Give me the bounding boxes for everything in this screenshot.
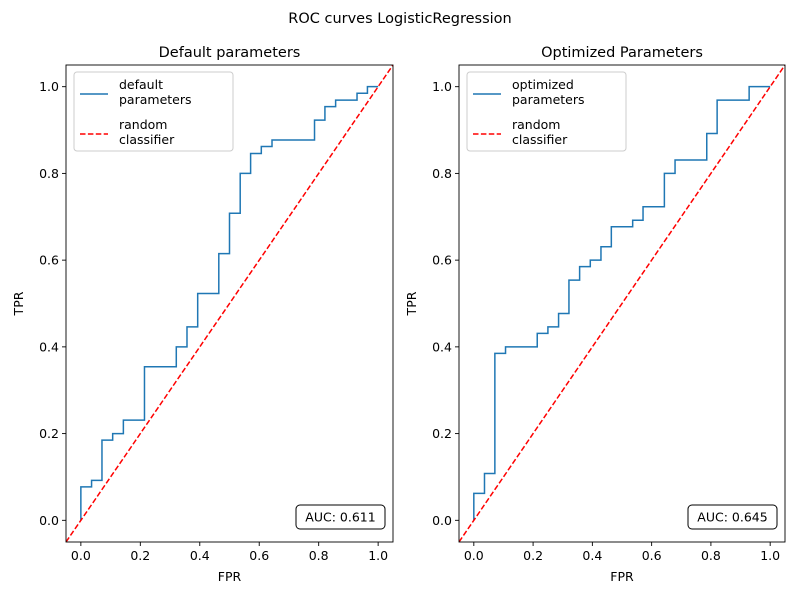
right-legend-label-line: optimized [512,77,574,92]
left-x-tick-label: 0.0 [71,548,91,563]
left-y-tick-label: 0.2 [39,426,59,441]
left-legend-label-line: classifier [119,132,175,147]
right-y-tick-label: 0.6 [432,253,452,268]
left-random-classifier-line [66,65,393,542]
right-x-tick-label: 0.4 [582,548,602,563]
left-plot-area [66,65,393,542]
left-legend-label-line: parameters [119,92,192,107]
right-y-axis-label: TPR [404,291,419,316]
right-y-tick-label: 0.0 [432,513,452,528]
right-legend-label-line: parameters [512,92,585,107]
left-x-tick-label: 0.6 [249,548,269,563]
left-axes-frame [65,64,394,543]
right-x-tick-label: 1.0 [760,548,780,563]
right-subplot-title: Optimized Parameters [541,45,703,61]
right-legend-label-line: random [512,117,560,132]
figure-title: ROC curves LogisticRegression [288,11,512,27]
left-y-tick-label: 0.6 [39,253,59,268]
left-legend-label: random classifier [119,117,175,147]
right-roc-curve-line [473,85,771,521]
left-roc-curve-line [80,85,379,521]
right-random-classifier-line [459,65,785,542]
right-panel: Optimized Parameters 0.0 0.2 0.4 0.6 0.8 1.0 0.… [404,45,786,584]
right-y-tick-label: 0.4 [432,339,452,354]
left-legend-label: default parameters [119,77,192,107]
left-x-tick-label: 1.0 [368,548,388,563]
right-axes-frame [458,64,786,543]
left-x-tick-label: 0.2 [130,548,150,563]
right-x-tick-label: 0.0 [464,548,484,563]
right-legend-label: optimized parameters [512,77,585,107]
right-x-tick-label: 0.2 [523,548,543,563]
right-auc-box [687,504,778,530]
right-legend-label: random classifier [512,117,568,147]
left-y-tick-label: 0.4 [39,339,59,354]
right-auc-annotation: AUC: 0.645 [697,510,767,525]
left-y-tick-label: 1.0 [39,79,59,94]
left-auc-box [295,504,386,530]
left-y-axis-label: TPR [11,291,26,316]
left-x-tick-label: 0.8 [309,548,329,563]
right-y-tick-label: 1.0 [432,79,452,94]
left-legend-box [73,71,234,152]
left-legend-label-line: random [119,117,167,132]
right-y-tick-label: 0.2 [432,426,452,441]
right-legend-label-line: classifier [512,132,568,147]
right-y-tick-label: 0.8 [432,166,452,181]
right-legend-box [466,71,627,152]
left-auc-annotation: AUC: 0.611 [305,510,375,525]
left-legend-label-line: default [119,77,163,92]
right-x-tick-label: 0.6 [642,548,662,563]
left-x-axis-label: FPR [218,569,242,584]
right-x-tick-label: 0.8 [701,548,721,563]
left-x-tick-label: 0.4 [190,548,210,563]
left-panel: Default parameters 0.0 0.2 0.4 0.6 0.8 1.0 0.0 0… [11,45,394,584]
right-x-axis-label: FPR [610,569,634,584]
right-plot-area [459,65,785,542]
left-y-tick-label: 0.0 [39,513,59,528]
left-subplot-title: Default parameters [159,45,301,61]
left-y-tick-label: 0.8 [39,166,59,181]
